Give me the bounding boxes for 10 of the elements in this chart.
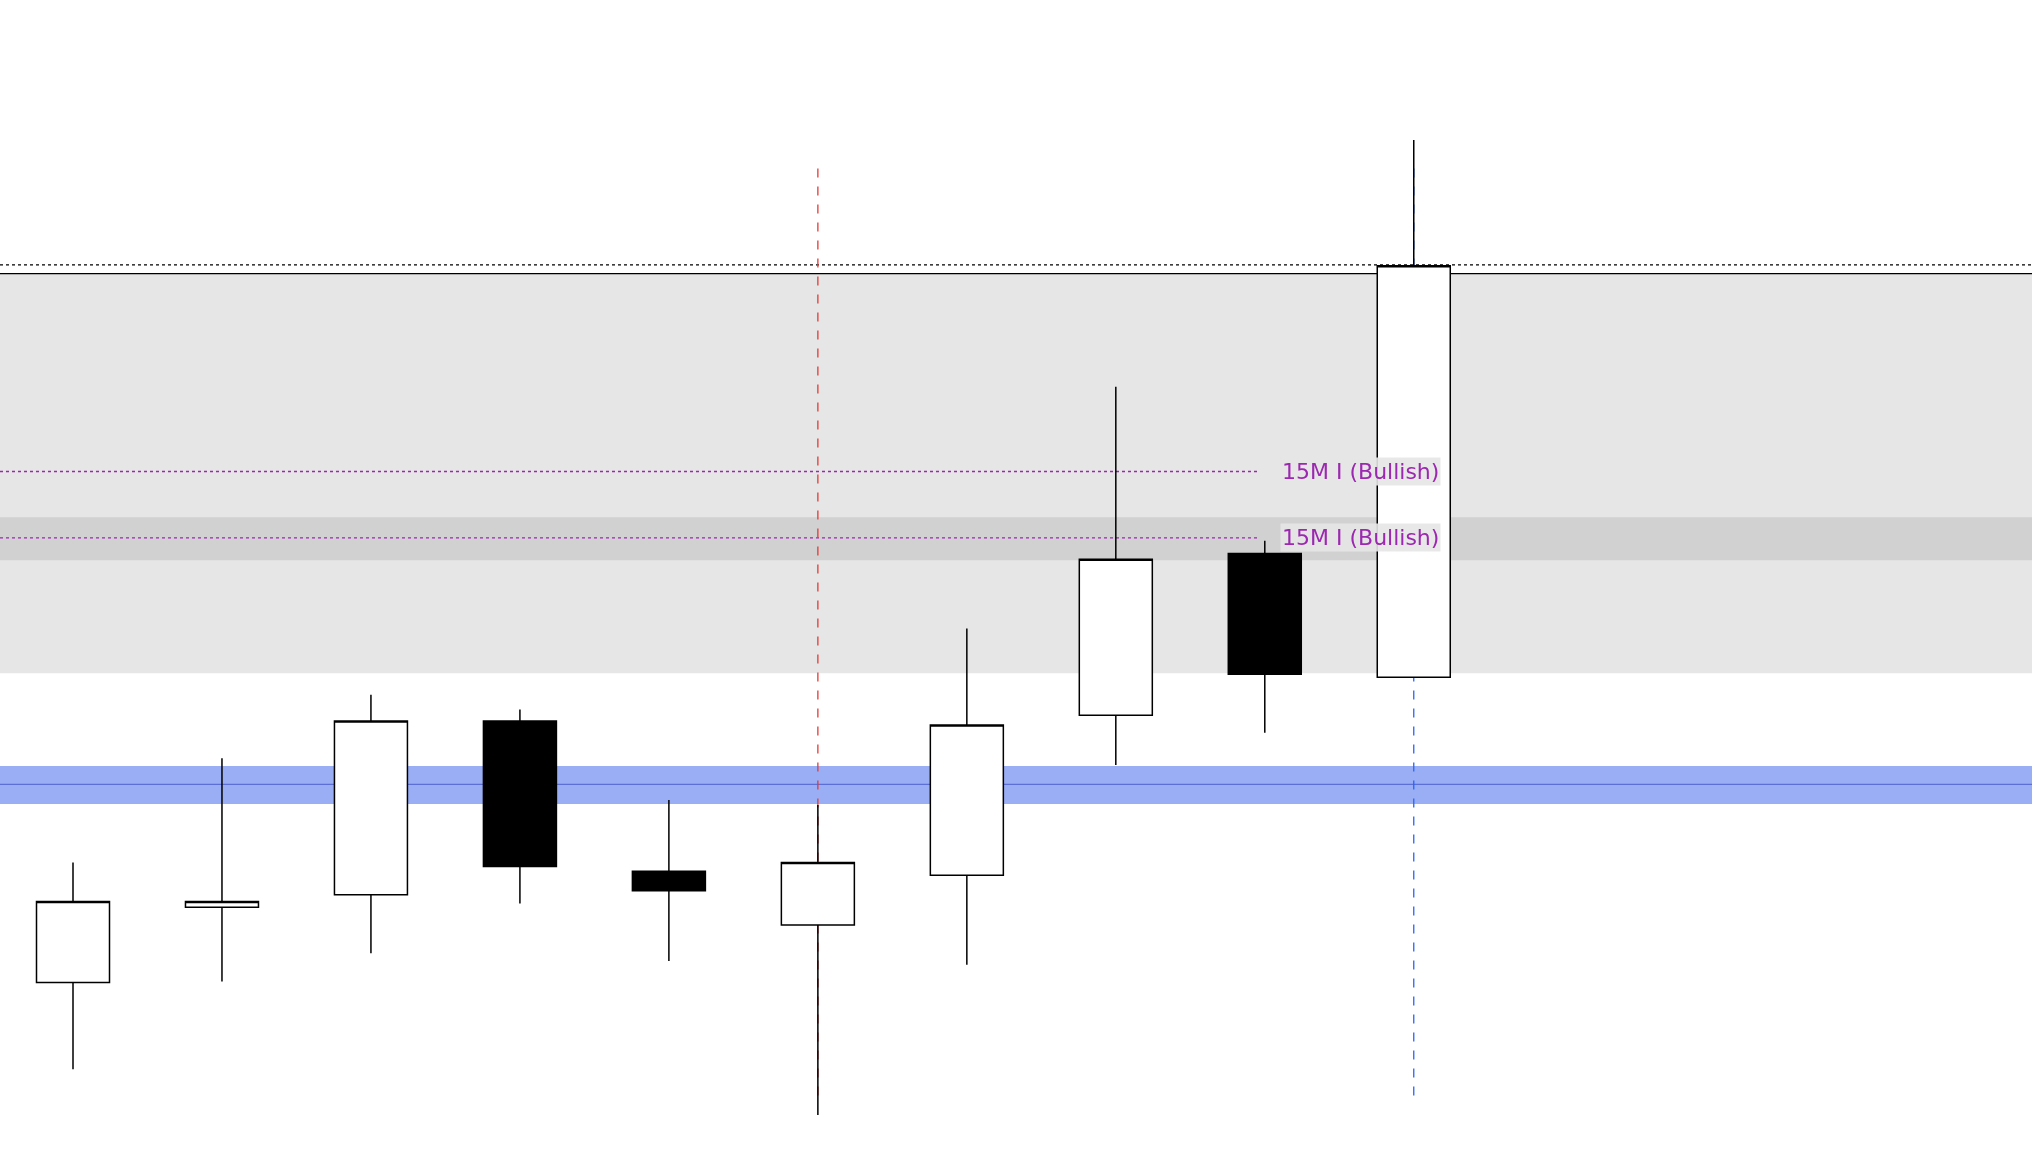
candlestick: [333, 694, 409, 954]
ref-line-label: 15M I (Bullish): [1282, 459, 1440, 484]
ref-line-label: 15M I (Bullish): [1282, 525, 1440, 550]
candlestick: [929, 627, 1005, 966]
candlestick: [1078, 385, 1154, 766]
candlestick: [482, 708, 558, 905]
candlestick: [184, 757, 260, 983]
candlestick: [35, 861, 111, 1070]
candlestick: [780, 804, 856, 1115]
candlestick: [631, 799, 707, 962]
